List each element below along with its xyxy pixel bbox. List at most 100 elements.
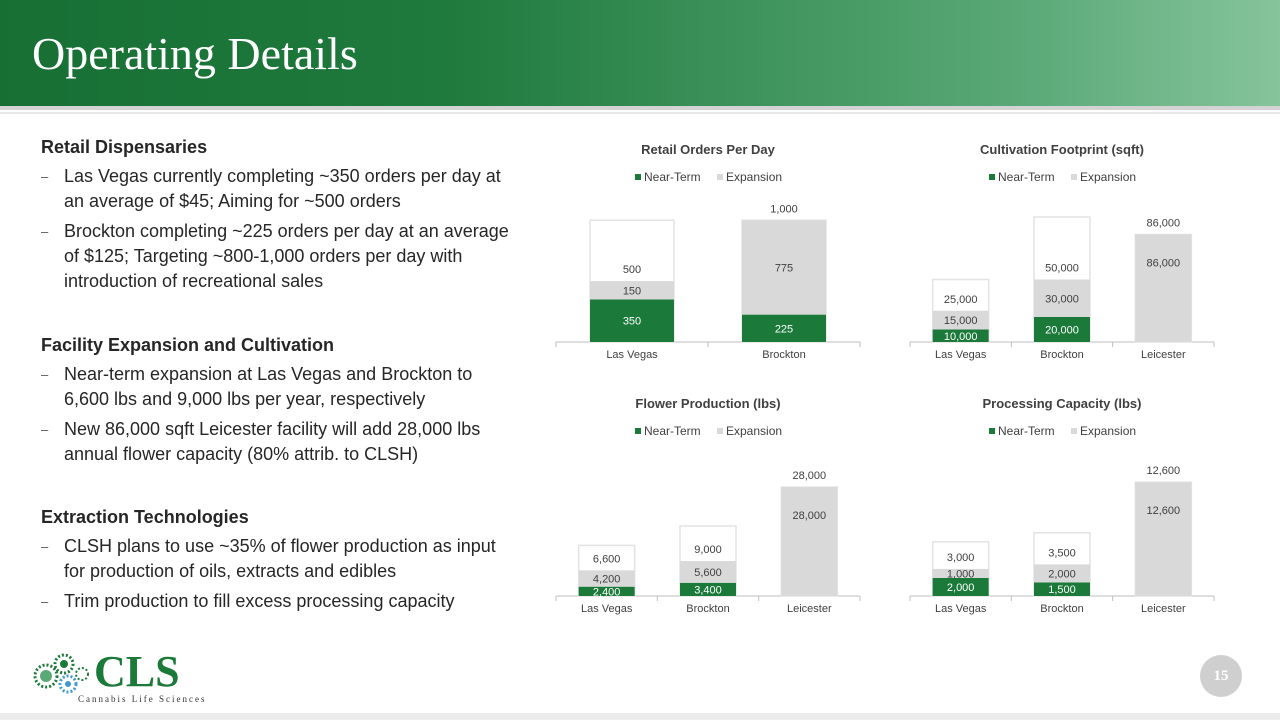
data-label-expansion: 30,000 (1045, 293, 1079, 305)
data-label-expansion: 86,000 (1147, 258, 1181, 270)
bar-expansion (1135, 482, 1192, 596)
chart-retail-orders: Retail Orders Per Day Near-Term Expansion 3… (548, 130, 868, 370)
data-label-total: 28,000 (793, 470, 827, 482)
legend-label: Expansion (1080, 170, 1136, 184)
section-retail-dispensaries: Retail Dispensaries Las Vegas currently … (41, 134, 511, 299)
logo-tagline: Cannabis Life Sciences (78, 694, 206, 704)
bar-expansion (590, 281, 674, 300)
legend-swatch-expansion (717, 174, 723, 180)
legend-swatch-near-term (635, 174, 641, 180)
data-label-total: 50,000 (1045, 263, 1079, 275)
bar-near-term (932, 577, 989, 596)
legend-swatch-near-term (989, 428, 995, 434)
legend-swatch-expansion (717, 428, 723, 434)
bullet-list: Las Vegas currently completing ~350 orde… (41, 164, 511, 294)
chart-legend: Near-Term Expansion (989, 170, 1136, 184)
bullet-item: CLSH plans to use ~35% of flower product… (41, 534, 511, 584)
data-label-near-term: 2,000 (947, 582, 975, 594)
bar-expansion (932, 568, 989, 578)
data-label-near-term: 2,400 (593, 586, 621, 598)
bar-expansion (742, 220, 826, 315)
data-label-total: 1,000 (770, 203, 798, 215)
x-tick-label: Brockton (1040, 349, 1083, 361)
data-label-near-term: 3,400 (694, 584, 722, 596)
bar-expansion (578, 570, 635, 587)
x-tick-label: Brockton (686, 603, 729, 615)
section-heading: Retail Dispensaries (41, 137, 208, 157)
data-label-expansion: 4,200 (593, 574, 621, 586)
bullet-item: Las Vegas currently completing ~350 orde… (41, 164, 511, 214)
section-extraction-technologies: Extraction Technologies CLSH plans to us… (41, 504, 511, 619)
header-rule (0, 106, 1280, 110)
page-number: 15 (1200, 655, 1242, 697)
bullet-list: Near-term expansion at Las Vegas and Bro… (41, 362, 511, 467)
data-label-total: 86,000 (1147, 218, 1181, 230)
bar-expansion (1135, 234, 1192, 342)
data-label-total: 9,000 (694, 544, 722, 556)
chart-cultivation-footprint: Cultivation Footprint (sqft) Near-Term Exp… (902, 130, 1222, 370)
bar-near-term (590, 299, 674, 342)
x-tick-label: Leicester (1141, 349, 1186, 361)
x-tick-label: Las Vegas (935, 603, 987, 615)
bullet-item: Brockton completing ~225 orders per day … (41, 219, 511, 294)
data-label-expansion: 150 (623, 285, 641, 297)
legend-label: Expansion (726, 170, 782, 184)
legend-label: Near-Term (644, 170, 701, 184)
legend-swatch-expansion (1071, 174, 1077, 180)
bullet-item: Near-term expansion at Las Vegas and Bro… (41, 362, 511, 412)
section-facility-expansion: Facility Expansion and Cultivation Near-… (41, 332, 511, 472)
logo-wordmark: CLS (94, 648, 180, 696)
section-heading: Facility Expansion and Cultivation (41, 335, 335, 355)
data-label-near-term: 10,000 (944, 331, 978, 343)
data-label-expansion: 15,000 (944, 315, 978, 327)
bar-near-term (680, 582, 736, 596)
legend-swatch-expansion (1071, 428, 1077, 434)
company-logo: CLS Cannabis Life Sciences (30, 647, 250, 706)
legend-swatch-near-term (989, 174, 995, 180)
chart-legend: Near-Term Expansion (635, 170, 782, 184)
x-tick-label: Las Vegas (606, 349, 658, 361)
footer-band (0, 713, 1280, 720)
x-tick-label: Brockton (1040, 603, 1083, 615)
data-label-total: 3,000 (947, 552, 975, 564)
x-tick-label: Leicester (787, 603, 832, 615)
chart-legend: Near-Term Expansion (989, 424, 1136, 438)
data-label-expansion: 775 (775, 262, 793, 274)
bullet-item: New 86,000 sqft Leicester facility will … (41, 417, 511, 467)
legend-label: Near-Term (998, 424, 1055, 438)
logo-mark-icon (33, 653, 89, 694)
x-tick-label: Leicester (1141, 603, 1186, 615)
data-label-expansion: 2,000 (1048, 568, 1076, 580)
bullet-list: CLSH plans to use ~35% of flower product… (41, 534, 511, 614)
x-tick-label: Las Vegas (935, 349, 987, 361)
data-label-near-term: 1,500 (1048, 584, 1076, 596)
chart-title: Cultivation Footprint (sqft) (980, 142, 1144, 157)
data-label-total: 500 (623, 264, 641, 276)
chart-legend: Near-Term Expansion (635, 424, 782, 438)
legend-label: Expansion (726, 424, 782, 438)
bar-near-term (1034, 317, 1090, 342)
x-tick-label: Las Vegas (581, 603, 633, 615)
data-label-expansion: 12,600 (1147, 505, 1181, 517)
chart-title: Retail Orders Per Day (641, 142, 775, 157)
bar-near-term (932, 329, 989, 342)
legend-label: Near-Term (644, 424, 701, 438)
chart-processing-capacity: Processing Capacity (lbs) Near-Term Expans… (902, 384, 1222, 624)
bar-expansion (781, 487, 838, 596)
bar-near-term (578, 586, 635, 596)
title-banner: Operating Details (0, 0, 1280, 106)
chart-title: Processing Capacity (lbs) (983, 396, 1142, 411)
bar-expansion (1034, 564, 1090, 583)
header-rule-thin (0, 112, 1280, 114)
bar-expansion (932, 310, 989, 330)
data-label-near-term: 20,000 (1045, 325, 1079, 337)
data-label-expansion: 5,600 (694, 567, 722, 579)
data-label-total: 25,000 (944, 294, 978, 306)
section-heading: Extraction Technologies (41, 507, 249, 527)
data-label-expansion: 28,000 (793, 510, 827, 522)
legend-label: Expansion (1080, 424, 1136, 438)
data-label-total: 3,500 (1048, 547, 1076, 559)
data-label-total: 6,600 (593, 553, 621, 565)
slide-title: Operating Details (32, 28, 358, 79)
chart-title: Flower Production (lbs) (635, 396, 780, 411)
